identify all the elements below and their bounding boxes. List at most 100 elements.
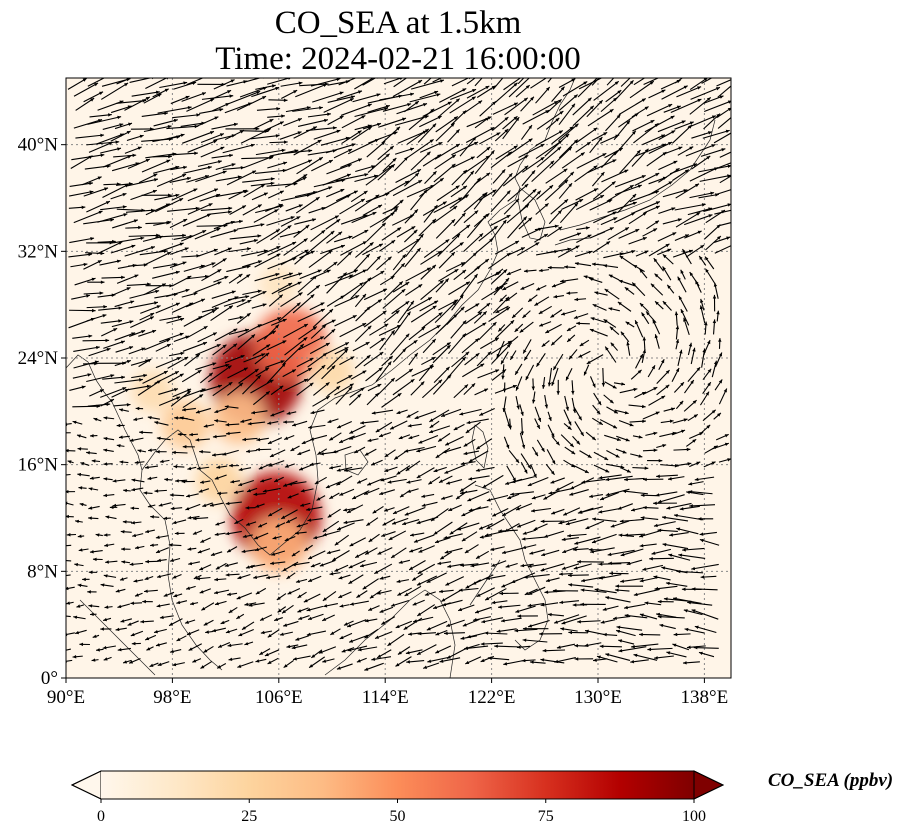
wind-arrowhead [465, 429, 470, 434]
wind-arrowhead [577, 620, 581, 624]
wind-arrowhead [451, 219, 456, 224]
wind-arrowhead [571, 103, 575, 108]
wind-arrowhead [346, 194, 351, 199]
wind-arrow [130, 316, 155, 328]
wind-arrowhead [475, 468, 480, 472]
wind-arrow [598, 507, 621, 513]
wind-arrowhead [91, 308, 96, 313]
wind-arrow [646, 103, 673, 117]
wind-arrowhead [662, 152, 667, 156]
wind-arrowhead [504, 116, 509, 121]
wind-arrowhead [371, 462, 376, 466]
wind-arrowhead [413, 229, 418, 234]
wind-arrowhead [346, 173, 351, 178]
wind-arrowhead [468, 458, 473, 463]
wind-arrowhead [120, 340, 125, 344]
wind-arrow [607, 226, 630, 241]
wind-arrowhead [512, 384, 517, 389]
wind-arrowhead [390, 378, 395, 382]
map-subtitle-time: Time: 2024-02-21 16:00:00 [215, 41, 581, 77]
wind-arrowhead [675, 168, 680, 172]
wind-arrowhead [624, 227, 629, 231]
wind-arrowhead [434, 300, 439, 305]
wind-arrowhead [487, 656, 492, 660]
wind-arrowhead [213, 248, 218, 253]
wind-arrowhead [470, 563, 475, 568]
wind-arrowhead [711, 461, 716, 465]
wind-arrowhead [688, 342, 693, 347]
wind-arrowhead [358, 90, 362, 94]
wind-arrowhead [297, 131, 302, 135]
wind-arrowhead [603, 319, 608, 323]
wind-arrowhead [322, 597, 327, 601]
wind-arrowhead [608, 561, 612, 565]
wind-arrow [658, 167, 680, 183]
wind-arrow [561, 615, 587, 625]
wind-arrowhead [593, 658, 597, 662]
wind-arrowhead [486, 172, 491, 177]
wind-arrow [365, 367, 383, 382]
wind-arrowhead [402, 117, 407, 121]
wind-arrowhead [561, 566, 566, 570]
wind-arrowhead [279, 121, 284, 125]
wind-arrowhead [692, 439, 697, 443]
wind-arrow [655, 491, 678, 497]
wind-arrowhead [671, 207, 676, 211]
wind-arrowhead [649, 81, 654, 85]
wind-arrowhead [679, 507, 684, 511]
wind-arrowhead [505, 564, 510, 568]
wind-arrow [502, 116, 520, 140]
wind-arrow [714, 209, 731, 215]
wind-arrowhead [367, 438, 372, 443]
wind-arrow [674, 78, 684, 84]
wind-arrowhead [528, 138, 533, 143]
wind-arrow [195, 343, 221, 356]
wind-arrowhead [201, 92, 206, 96]
wind-arrowhead [310, 563, 315, 568]
wind-arrowhead [665, 384, 670, 389]
wind-arrowhead [139, 378, 143, 382]
wind-arrowhead [172, 662, 177, 667]
wind-arrowhead [530, 74, 534, 78]
wind-arrowhead [195, 354, 200, 358]
wind-arrowhead [657, 615, 662, 619]
wind-arrow [66, 473, 71, 476]
wind-arrow [397, 130, 427, 144]
wind-arrowhead [314, 480, 319, 485]
wind-arrow [379, 93, 415, 101]
wind-arrow [338, 78, 357, 86]
wind-arrowhead [209, 131, 214, 135]
wind-arrowhead [225, 431, 230, 436]
wind-arrow [102, 155, 132, 168]
wind-arrowhead [508, 425, 513, 430]
wind-arrowhead [274, 478, 279, 482]
wind-arrow [562, 81, 588, 97]
wind-arrowhead [401, 289, 406, 293]
wind-arrowhead [506, 343, 511, 348]
wind-arrow [423, 204, 438, 223]
wind-arrow [73, 210, 103, 224]
wind-arrowhead [182, 233, 186, 238]
wind-arrowhead [242, 190, 247, 194]
wind-arrowhead [263, 249, 268, 253]
wind-arrowhead [217, 281, 222, 285]
wind-arrowhead [735, 76, 739, 79]
wind-arrowhead [466, 420, 471, 425]
wind-arrowhead [88, 487, 93, 491]
wind-arrowhead [193, 188, 198, 192]
wind-arrowhead [245, 506, 250, 510]
wind-arrowhead [545, 87, 550, 91]
wind-arrowhead [287, 225, 292, 229]
wind-arrow [662, 189, 688, 198]
wind-arrowhead [681, 587, 686, 592]
wind-arrowhead [688, 124, 692, 129]
wind-arrowhead [121, 560, 126, 564]
wind-arrowhead [677, 276, 681, 281]
wind-arrowhead [362, 293, 366, 298]
wind-arrow [634, 143, 667, 157]
wind-arrowhead [626, 469, 631, 473]
wind-arrowhead [706, 97, 711, 102]
wind-arrow [576, 152, 607, 169]
wind-arrow [620, 78, 631, 87]
wind-arrow [593, 80, 620, 101]
